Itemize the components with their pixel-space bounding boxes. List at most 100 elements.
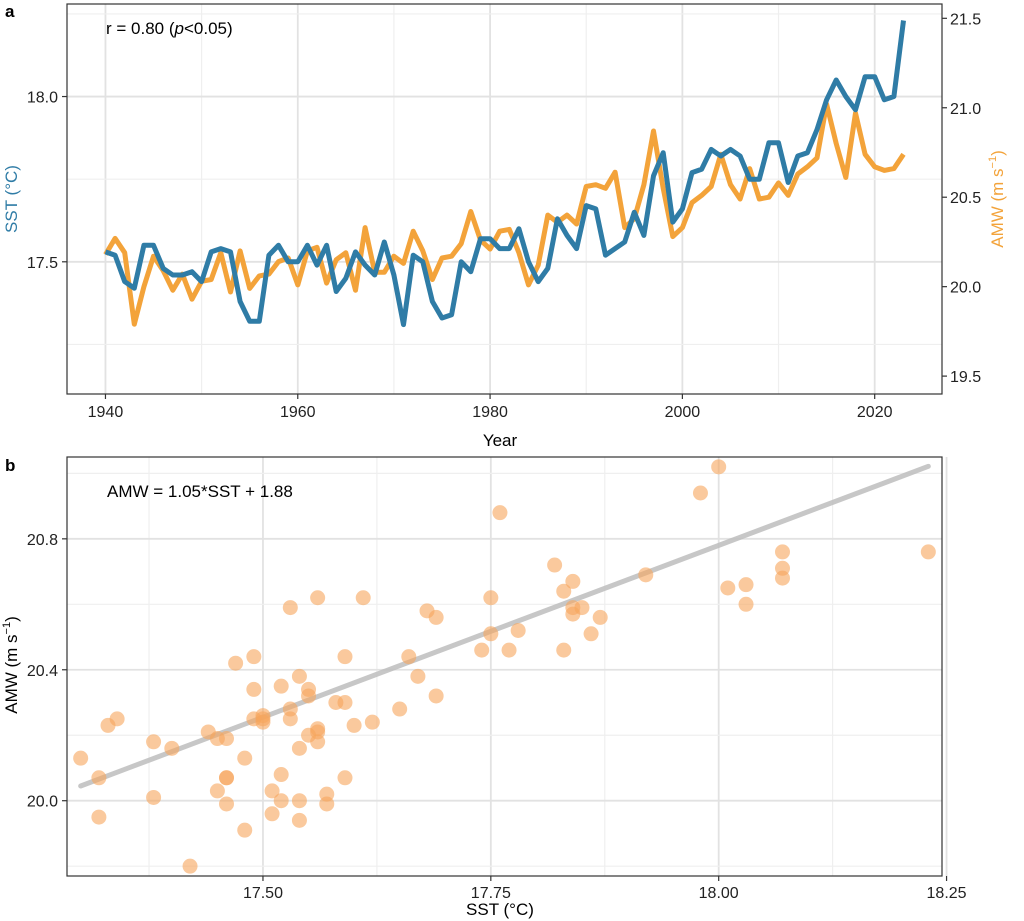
panel-a-x-axis-label: Year <box>483 431 518 450</box>
panel-a-frame <box>66 3 943 395</box>
scatter-point <box>282 701 298 717</box>
panel-a-y-ticks-right: 19.5 20.0 20.5 21.0 21.5 <box>942 11 981 386</box>
y-tick-label: 20.4 <box>27 663 58 680</box>
scatter-point <box>738 577 754 593</box>
x-tick-label: 18.00 <box>699 885 739 902</box>
scatter-point <box>219 770 235 786</box>
panel-a: a 1940 1960 1980 2000 2020 17.5 18.0 19.5 20.0… <box>2 2 1007 450</box>
scatter-point <box>273 767 289 783</box>
panel-b-frame <box>66 456 943 877</box>
scatter-point <box>164 740 180 756</box>
scatter-point <box>692 485 708 501</box>
panel-b: b 17.50 17.75 18.00 18.25 20.0 20.4 20.8 AMW … <box>1 456 967 919</box>
y-tick-label-right: 19.5 <box>950 369 981 386</box>
scatter-point <box>146 734 162 750</box>
scatter-point <box>774 544 790 560</box>
scatter-point <box>73 750 89 766</box>
scatter-point <box>720 580 736 596</box>
scatter-point <box>291 668 307 684</box>
panel-a-annotation: r = 0.80 (p<0.05) <box>106 19 233 38</box>
x-tick-label: 1960 <box>280 404 316 421</box>
panel-a-y-axis-label-right: AMW (m s−1) <box>987 150 1007 248</box>
scatter-point <box>337 649 353 665</box>
x-tick-label: 2000 <box>665 404 701 421</box>
scatter-point <box>920 544 936 560</box>
scatter-point <box>91 770 107 786</box>
scatter-point <box>291 812 307 828</box>
scatter-point <box>428 609 444 625</box>
scatter-point <box>291 740 307 756</box>
scatter-point <box>711 459 727 475</box>
y-tick-label-right: 20.0 <box>950 280 981 297</box>
panel-b-y-axis-label: AMW (m s−1) <box>1 616 21 714</box>
scatter-point <box>510 622 526 638</box>
scatter-point <box>492 505 508 521</box>
y-tick-label-right: 21.0 <box>950 101 981 118</box>
panel-b-label: b <box>5 456 15 475</box>
panel-a-y-axis-label-left: SST (°C) <box>2 165 21 233</box>
scatter-point <box>346 717 362 733</box>
scatter-point <box>474 642 490 658</box>
scatter-point <box>246 649 262 665</box>
scatter-point <box>392 701 408 717</box>
scatter-point <box>547 557 563 573</box>
panel-a-x-ticks: 1940 1960 1980 2000 2020 <box>88 394 893 421</box>
sst-series-line <box>104 20 906 328</box>
y-tick-label-right: 21.5 <box>950 11 981 28</box>
scatter-point <box>483 590 499 606</box>
scatter-point <box>282 600 298 616</box>
x-tick-label: 1980 <box>472 404 508 421</box>
scatter-point <box>337 770 353 786</box>
scatter-point <box>364 714 380 730</box>
panel-b-points <box>73 459 936 874</box>
scatter-point <box>109 711 125 727</box>
scatter-point <box>209 783 225 799</box>
scatter-point <box>501 642 517 658</box>
scatter-point <box>738 596 754 612</box>
x-tick-label: 17.75 <box>471 885 511 902</box>
panel-b-gridlines <box>67 457 948 876</box>
scatter-point <box>228 655 244 671</box>
y-tick-label: 20.8 <box>27 532 58 549</box>
scatter-point <box>592 609 608 625</box>
scatter-point <box>638 567 654 583</box>
scatter-point <box>219 796 235 812</box>
y-tick-label-left: 18.0 <box>27 90 58 107</box>
scatter-point <box>273 678 289 694</box>
scatter-point <box>301 681 317 697</box>
scatter-point <box>264 806 280 822</box>
scatter-point <box>319 796 335 812</box>
amw-series-line <box>103 101 906 327</box>
panel-a-gridlines <box>67 4 942 394</box>
scatter-point <box>565 573 581 589</box>
scatter-point <box>310 590 326 606</box>
scatter-point <box>401 649 417 665</box>
y-tick-label-right: 20.5 <box>950 190 981 207</box>
scatter-point <box>264 783 280 799</box>
scatter-point <box>574 600 590 616</box>
scatter-point <box>291 793 307 809</box>
scatter-point <box>410 668 426 684</box>
x-tick-label: 18.25 <box>927 885 967 902</box>
scatter-point <box>91 809 107 825</box>
scatter-point <box>237 822 253 838</box>
scatter-point <box>182 858 198 874</box>
scatter-point <box>273 793 289 809</box>
scatter-point <box>219 731 235 747</box>
scatter-point <box>255 708 271 724</box>
scatter-point <box>310 724 326 740</box>
scatter-point <box>237 750 253 766</box>
scatter-point <box>246 681 262 697</box>
scatter-point <box>337 695 353 711</box>
panel-a-y-ticks-left: 17.5 18.0 <box>27 90 67 272</box>
scatter-point <box>146 789 162 805</box>
panel-a-lines <box>103 20 906 328</box>
scatter-point <box>355 590 371 606</box>
y-tick-label: 20.0 <box>27 794 58 811</box>
scatter-point <box>483 626 499 642</box>
x-tick-label: 17.50 <box>243 885 283 902</box>
scatter-point <box>428 688 444 704</box>
panel-b-x-ticks: 17.50 17.75 18.00 18.25 <box>243 876 967 902</box>
scatter-point <box>774 570 790 586</box>
